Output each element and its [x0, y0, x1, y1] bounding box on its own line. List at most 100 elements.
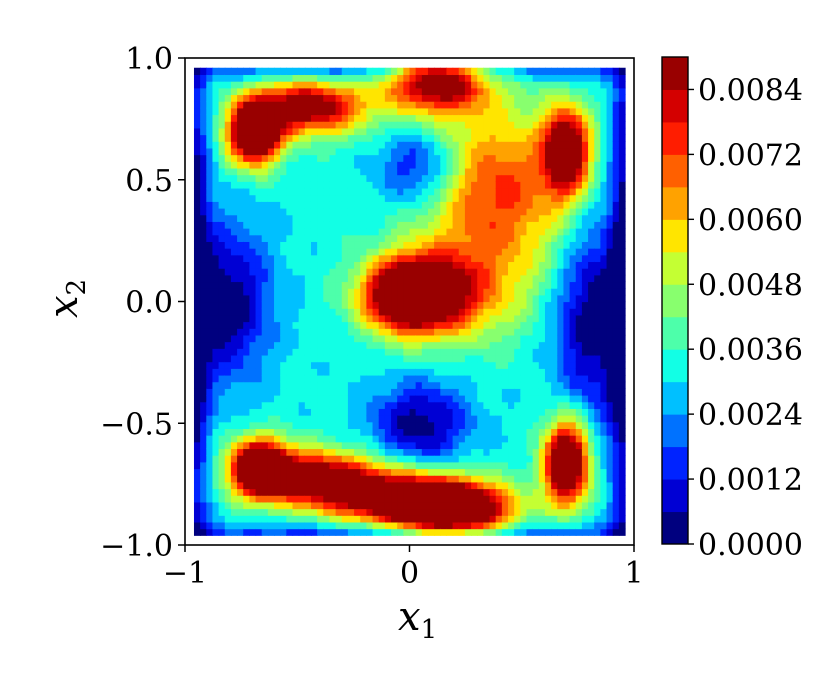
contour-cell — [588, 448, 595, 456]
contour-cell — [193, 248, 201, 256]
contour-cell — [403, 74, 411, 82]
contour-cell — [551, 154, 558, 162]
contour-cell — [347, 214, 355, 222]
contour-cell — [415, 127, 423, 136]
contour-cell — [261, 421, 269, 429]
contour-cell — [421, 501, 429, 510]
contour-cell — [274, 194, 281, 202]
contour-cell — [323, 281, 331, 289]
contour-cell — [563, 127, 571, 136]
contour-cell — [495, 167, 503, 176]
contour-cell — [575, 294, 583, 303]
contour-cell — [218, 448, 226, 456]
contour-cell — [489, 127, 497, 136]
contour-cell — [544, 121, 552, 129]
contour-cell — [526, 94, 534, 102]
contour-cell — [464, 521, 472, 530]
contour-cell — [501, 248, 509, 256]
contour-cell — [495, 141, 503, 149]
contour-cell — [618, 521, 626, 530]
contour-cell — [255, 501, 263, 510]
contour-cell — [274, 107, 281, 116]
contour-cell — [212, 107, 220, 116]
contour-cell — [193, 268, 201, 276]
colorbar-band — [662, 479, 688, 513]
contour-cell — [409, 374, 417, 383]
contour-cell — [286, 495, 294, 503]
contour-cell — [200, 441, 207, 450]
contour-cell — [317, 254, 324, 263]
contour-cell — [526, 114, 534, 122]
contour-cell — [292, 248, 300, 256]
contour-cell — [588, 241, 595, 249]
contour-cell — [274, 134, 281, 142]
contour-cell — [298, 94, 306, 102]
contour-cell — [514, 161, 521, 169]
contour-cell — [292, 94, 300, 102]
contour-cell — [483, 508, 491, 516]
contour-cell — [230, 501, 238, 510]
contour-cell — [520, 261, 528, 269]
contour-cell — [261, 455, 269, 463]
contour-cell — [255, 261, 263, 269]
contour-cell — [440, 174, 448, 182]
contour-cell — [588, 515, 595, 523]
contour-cell — [446, 395, 454, 403]
contour-cell — [563, 194, 571, 202]
contour-cell — [347, 114, 355, 122]
contour-cell — [514, 101, 521, 109]
contour-cell — [249, 328, 257, 336]
contour-cell — [335, 107, 343, 116]
contour-cell — [286, 301, 294, 309]
contour-cell — [581, 328, 589, 336]
contour-cell — [532, 161, 540, 169]
contour-cell — [520, 314, 528, 323]
contour-cell — [298, 161, 306, 169]
contour-cell — [280, 348, 287, 356]
contour-cell — [551, 268, 558, 276]
contour-cell — [600, 241, 608, 249]
contour-cell — [304, 161, 312, 169]
contour-cell — [588, 81, 595, 89]
contour-cell — [557, 508, 565, 516]
contour-cell — [360, 301, 367, 309]
contour-cell — [446, 221, 454, 229]
contour-cell — [298, 508, 306, 516]
contour-cell — [464, 274, 472, 283]
contour-cell — [452, 374, 460, 383]
contour-cell — [421, 308, 429, 316]
contour-cell — [212, 455, 220, 463]
contour-cell — [544, 208, 552, 216]
contour-cell — [526, 161, 534, 169]
contour-cell — [415, 234, 423, 242]
contour-cell — [464, 94, 472, 102]
contour-cell — [471, 308, 478, 316]
contour-cell — [384, 214, 392, 222]
contour-cell — [526, 187, 534, 196]
contour-cell — [243, 495, 250, 503]
contour-cell — [508, 254, 515, 263]
contour-cell — [243, 94, 250, 102]
contour-cell — [310, 221, 318, 229]
contour-cell — [427, 381, 435, 389]
contour-cell — [378, 334, 386, 343]
contour-cell — [495, 461, 503, 470]
contour-cell — [526, 448, 534, 456]
contour-cell — [458, 328, 466, 336]
contour-cell — [421, 475, 429, 483]
contour-cell — [618, 268, 626, 276]
contour-cell — [218, 374, 226, 383]
contour-cell — [520, 161, 528, 169]
contour-cell — [464, 234, 472, 242]
contour-cell — [538, 174, 546, 182]
contour-cell — [200, 294, 207, 303]
contour-cell — [483, 228, 491, 236]
contour-cell — [575, 395, 583, 403]
contour-cell — [434, 154, 441, 162]
contour-cell — [551, 341, 558, 349]
contour-cell — [471, 201, 478, 209]
contour-cell — [409, 508, 417, 516]
contour-cell — [483, 181, 491, 189]
contour-cell — [304, 81, 312, 89]
contour-cell — [267, 381, 275, 389]
